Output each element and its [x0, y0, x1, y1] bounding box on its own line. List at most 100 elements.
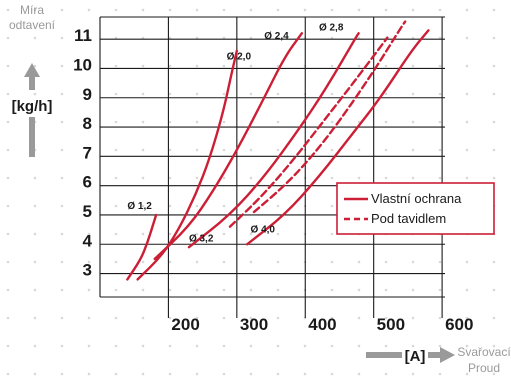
background-dot	[114, 92, 118, 96]
background-dot	[492, 316, 496, 320]
background-dot	[249, 372, 253, 376]
background-dot	[222, 92, 226, 96]
x-tick-label: 600	[445, 315, 473, 334]
background-dot	[465, 372, 469, 376]
background-dot	[384, 120, 388, 124]
series-label: Ø 2,0	[227, 52, 252, 63]
y-axis-unit: [kg/h]	[12, 98, 53, 115]
background-dot	[249, 232, 253, 236]
background-dot	[6, 36, 10, 40]
background-dot	[492, 8, 496, 12]
background-dot	[114, 344, 118, 348]
background-dot	[492, 36, 496, 40]
background-dot	[222, 232, 226, 236]
series-line	[245, 29, 430, 246]
background-dot	[492, 92, 496, 96]
y-tick-label: 6	[83, 173, 92, 192]
y-axis-title-line2: odtavení	[9, 18, 56, 32]
background-dot	[33, 232, 37, 236]
background-dot	[384, 8, 388, 12]
background-dot	[168, 372, 172, 376]
background-dot	[195, 148, 199, 152]
background-dot	[141, 344, 145, 348]
background-dot	[195, 204, 199, 208]
background-dot	[33, 64, 37, 68]
legend-label-dashed: Pod tavidlem	[371, 211, 446, 226]
background-dot	[6, 204, 10, 208]
background-dot	[330, 316, 334, 320]
background-dot	[222, 372, 226, 376]
x-tick-labels: 200 300 400 500 600	[171, 315, 473, 334]
background-dot	[222, 260, 226, 264]
background-dot	[411, 120, 415, 124]
background-dot	[465, 344, 469, 348]
y-tick-label: 9	[83, 85, 92, 104]
x-axis-title-line1: Svařovací	[457, 345, 511, 359]
series-line	[136, 49, 239, 281]
background-dot	[195, 260, 199, 264]
series-labels: Ø 1,2 Ø 2,0 Ø 2,4 Ø 2,8 Ø 3,2 Ø 4,0	[127, 22, 343, 244]
background-dot	[384, 92, 388, 96]
y-tick-label: 8	[83, 114, 92, 133]
legend: Vlastní ochrana Pod tavidlem	[336, 182, 495, 235]
background-dot	[438, 148, 442, 152]
legend-label-solid: Vlastní ochrana	[371, 191, 462, 206]
background-dot	[195, 344, 199, 348]
background-dot	[6, 176, 10, 180]
background-dot	[465, 176, 469, 180]
background-dot	[249, 288, 253, 292]
background-dot	[222, 64, 226, 68]
background-dot	[276, 148, 280, 152]
background-dot	[60, 148, 64, 152]
background-dot	[114, 232, 118, 236]
background-dot	[357, 316, 361, 320]
background-dot	[168, 92, 172, 96]
background-dot	[411, 176, 415, 180]
background-dot	[492, 120, 496, 124]
background-dot	[330, 344, 334, 348]
background-dot	[114, 8, 118, 12]
background-dot	[465, 260, 469, 264]
background-dot	[276, 372, 280, 376]
x-tick-label: 500	[377, 315, 405, 334]
background-dot	[33, 92, 37, 96]
background-dot	[141, 120, 145, 124]
background-dot	[222, 176, 226, 180]
background-dot	[168, 316, 172, 320]
background-dot	[141, 8, 145, 12]
background-dot	[141, 204, 145, 208]
background-dot	[87, 372, 91, 376]
background-dot	[141, 316, 145, 320]
x-axis-unit: [A]	[405, 348, 426, 365]
background-dot	[195, 316, 199, 320]
background-dot	[168, 260, 172, 264]
background-dot	[195, 64, 199, 68]
background-dot	[87, 176, 91, 180]
background-dot	[60, 8, 64, 12]
x-axis-title-line2: Proud	[468, 361, 500, 375]
background-dot	[249, 92, 253, 96]
background-dot	[465, 36, 469, 40]
background-dot	[249, 260, 253, 264]
background-dot	[249, 64, 253, 68]
series-label: Ø 2,8	[319, 22, 344, 33]
background-dot	[33, 36, 37, 40]
background-dot	[357, 148, 361, 152]
background-dot	[141, 288, 145, 292]
series-line	[153, 32, 304, 261]
background-dot	[438, 92, 442, 96]
grid	[99, 16, 445, 318]
background-dot	[438, 8, 442, 12]
series-line	[187, 32, 360, 249]
background-dot	[6, 8, 10, 12]
background-dot	[60, 204, 64, 208]
background-dot	[60, 288, 64, 292]
background-dot	[330, 288, 334, 292]
background-dot	[492, 176, 496, 180]
background-dot	[357, 372, 361, 376]
background-dot	[330, 176, 334, 180]
background-dot	[6, 288, 10, 292]
background-dot	[276, 316, 280, 320]
background-dot	[6, 372, 10, 376]
background-dot	[357, 8, 361, 12]
